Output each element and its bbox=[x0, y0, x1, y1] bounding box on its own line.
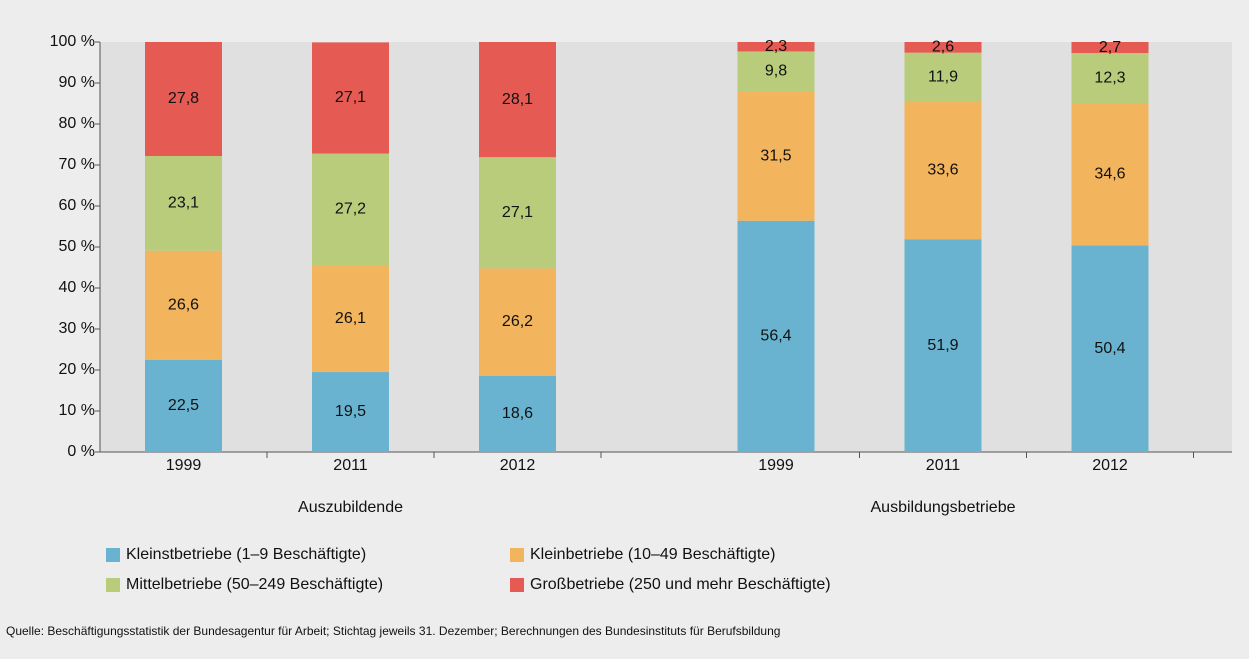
bar-segment bbox=[479, 268, 556, 376]
bar-segment bbox=[904, 101, 982, 240]
bar-segment bbox=[145, 155, 222, 251]
legend-label: Großbetriebe (250 und mehr Beschäftigte) bbox=[530, 576, 831, 593]
bar-segment bbox=[1071, 53, 1149, 104]
bar-segment bbox=[737, 220, 815, 452]
legend-swatch bbox=[510, 578, 524, 592]
data-label: 33,6 bbox=[927, 162, 958, 179]
data-label: 2,3 bbox=[765, 38, 787, 55]
y-tick-label: 60 % bbox=[59, 197, 95, 214]
bar-segment bbox=[1071, 103, 1149, 246]
bar-segment bbox=[479, 375, 556, 452]
x-tick-label: 1999 bbox=[166, 457, 202, 474]
bar-segment bbox=[312, 265, 389, 373]
data-label: 56,4 bbox=[760, 328, 791, 345]
plot-area bbox=[100, 42, 1232, 452]
data-label: 2,7 bbox=[1099, 39, 1121, 56]
data-label: 27,1 bbox=[335, 89, 366, 106]
bar-segment bbox=[904, 42, 982, 53]
data-label: 26,6 bbox=[168, 296, 199, 313]
y-tick-label: 40 % bbox=[59, 279, 95, 296]
y-tick-label: 50 % bbox=[59, 238, 95, 255]
legend-label: Kleinbetriebe (10–49 Beschäftigte) bbox=[530, 546, 776, 563]
y-tick-label: 20 % bbox=[59, 361, 95, 378]
data-label: 50,4 bbox=[1094, 340, 1125, 357]
data-label: 27,2 bbox=[335, 200, 366, 217]
bar-segment bbox=[1071, 245, 1149, 452]
data-label: 27,1 bbox=[502, 204, 533, 221]
y-tick-label: 30 % bbox=[59, 320, 95, 337]
x-tick-label: 2011 bbox=[333, 457, 368, 474]
data-label: 22,5 bbox=[168, 397, 199, 414]
data-label: 28,1 bbox=[502, 91, 533, 108]
group-label: Auszubildende bbox=[298, 499, 403, 516]
x-tick-label: 2012 bbox=[500, 457, 536, 474]
y-tick-label: 100 % bbox=[50, 33, 95, 50]
data-label: 34,6 bbox=[1094, 166, 1125, 183]
bar-segment bbox=[312, 372, 389, 452]
data-label: 27,8 bbox=[168, 90, 199, 107]
data-label: 11,9 bbox=[928, 68, 958, 85]
legend-label: Mittelbetriebe (50–249 Beschäftigte) bbox=[126, 576, 383, 593]
data-label: 31,5 bbox=[760, 147, 791, 164]
data-label: 19,5 bbox=[335, 403, 366, 420]
bar-segment bbox=[904, 239, 982, 452]
bar-segment bbox=[904, 52, 982, 102]
bar-segment bbox=[737, 91, 815, 221]
bar-segment bbox=[1071, 42, 1149, 54]
y-tick-label: 70 % bbox=[59, 156, 95, 173]
bar-segment bbox=[737, 51, 815, 92]
bar-segment bbox=[479, 157, 556, 269]
data-label: 9,8 bbox=[765, 63, 787, 80]
x-tick-label: 1999 bbox=[758, 457, 794, 474]
source-note: Quelle: Beschäftigungsstatistik der Bund… bbox=[6, 624, 780, 638]
data-label: 12,3 bbox=[1094, 70, 1125, 87]
x-tick-label: 2011 bbox=[926, 457, 961, 474]
data-label: 23,1 bbox=[168, 195, 199, 212]
bar-segment bbox=[479, 42, 556, 158]
bar-segment bbox=[145, 250, 222, 360]
data-label: 51,9 bbox=[927, 337, 958, 354]
bar-segment bbox=[312, 153, 389, 266]
data-label: 2,6 bbox=[932, 39, 954, 56]
data-label: 18,6 bbox=[502, 405, 533, 422]
data-label: 26,1 bbox=[335, 310, 366, 327]
bar-segment bbox=[145, 359, 222, 452]
y-tick-label: 0 % bbox=[67, 443, 95, 460]
legend-swatch bbox=[106, 548, 120, 562]
bar-segment bbox=[737, 42, 815, 52]
bar-segment bbox=[145, 42, 222, 156]
legend-swatch bbox=[106, 578, 120, 592]
legend-label: Kleinstbetriebe (1–9 Beschäftigte) bbox=[126, 546, 366, 563]
y-tick-label: 10 % bbox=[59, 402, 95, 419]
y-tick-label: 80 % bbox=[59, 115, 95, 132]
data-label: 26,2 bbox=[502, 313, 533, 330]
bar-segment bbox=[312, 42, 389, 154]
legend-swatch bbox=[510, 548, 524, 562]
group-label: Ausbildungsbetriebe bbox=[871, 499, 1016, 516]
x-tick-label: 2012 bbox=[1092, 457, 1128, 474]
y-tick-label: 90 % bbox=[59, 74, 95, 91]
